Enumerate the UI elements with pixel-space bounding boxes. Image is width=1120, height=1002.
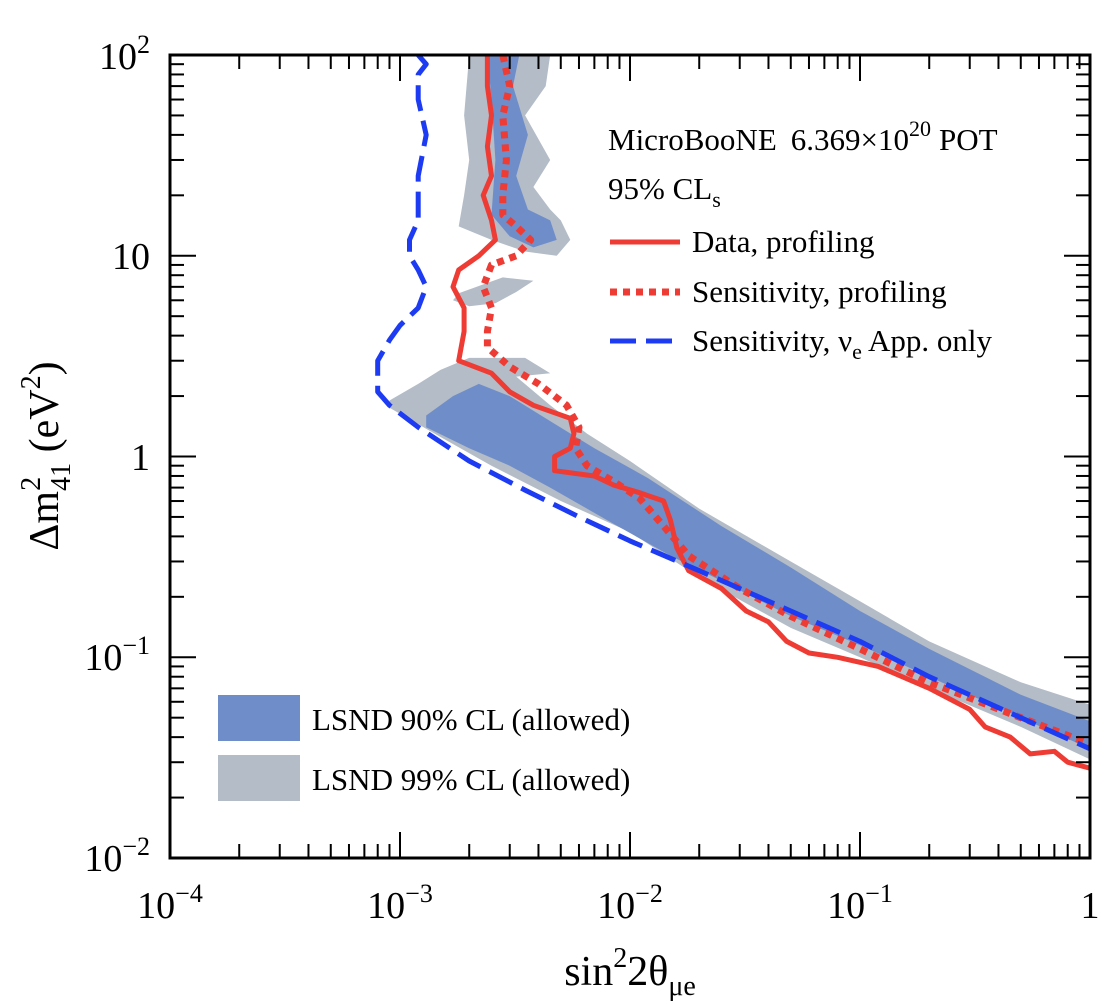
region-lsnd99-4 [453, 277, 534, 307]
x-tick-label: 10−2 [597, 879, 663, 927]
y-tick-label: 1 [131, 437, 150, 479]
sensitivity-profiling-line [479, 55, 1090, 748]
y-axis-title: Δm241 (eV2) [16, 361, 77, 550]
x-tick-label: 1 [1081, 885, 1100, 927]
legend-label-sensitivity-nue: Sensitivity, νe App. only [692, 323, 992, 364]
legend-swatch-lsnd90 [218, 695, 300, 741]
line-legend: Data, profiling Sensitivity, profiling S… [610, 224, 992, 364]
region-lsnd90-1 [426, 383, 1090, 749]
legend-swatch-lsnd99 [218, 755, 300, 801]
legend-label-data: Data, profiling [692, 224, 875, 259]
sensitivity-nue-app-line [375, 55, 1090, 752]
confidence-level-label: 95% CLs [608, 171, 721, 212]
y-tick-label: 10−2 [84, 832, 150, 880]
y-tick-label: 10 [112, 236, 150, 278]
x-axis-title: sin22θμe [564, 943, 696, 1002]
x-tick-label: 10−4 [137, 879, 203, 927]
y-tick-labels: 10−2 10−1 1 10 102 [84, 30, 150, 880]
y-tick-label: 10−1 [84, 631, 150, 679]
x-tick-labels: 10−4 10−3 10−2 10−1 1 [137, 879, 1099, 927]
axis-ticks [170, 55, 1090, 858]
legend-label-sensitivity: Sensitivity, profiling [692, 274, 947, 309]
lsnd-regions [389, 55, 1090, 760]
x-tick-label: 10−3 [367, 879, 433, 927]
experiment-annotation: MicroBooNE 6.369×1020 POT 95% CLs [608, 116, 998, 212]
legend-label-lsnd90: LSND 90% CL (allowed) [312, 702, 630, 737]
contour-lines [375, 55, 1090, 771]
data-profiling-line [450, 55, 1090, 771]
legend-label-lsnd99: LSND 99% CL (allowed) [312, 762, 630, 797]
region-legend: LSND 90% CL (allowed) LSND 99% CL (allow… [218, 695, 630, 801]
experiment-label: MicroBooNE 6.369×1020 POT [608, 116, 998, 157]
y-tick-label: 102 [99, 30, 150, 78]
x-tick-label: 10−1 [827, 879, 893, 927]
